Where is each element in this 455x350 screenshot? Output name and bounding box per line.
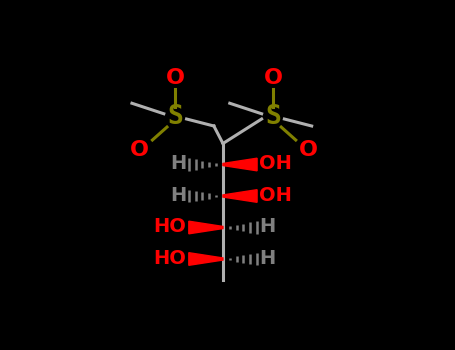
Text: O: O bbox=[130, 140, 149, 161]
Text: S: S bbox=[265, 104, 281, 130]
Text: O: O bbox=[299, 140, 318, 161]
Text: OH: OH bbox=[259, 186, 292, 205]
Text: H: H bbox=[170, 186, 187, 205]
Polygon shape bbox=[189, 253, 223, 265]
Text: S: S bbox=[167, 104, 183, 130]
Polygon shape bbox=[223, 158, 257, 171]
Text: H: H bbox=[259, 249, 276, 268]
Text: HO: HO bbox=[154, 217, 187, 236]
Text: H: H bbox=[259, 217, 276, 236]
Polygon shape bbox=[189, 221, 223, 234]
Text: O: O bbox=[166, 68, 185, 88]
Text: H: H bbox=[170, 154, 187, 173]
Text: OH: OH bbox=[259, 154, 292, 173]
Text: HO: HO bbox=[154, 249, 187, 268]
Polygon shape bbox=[223, 190, 257, 202]
Text: O: O bbox=[263, 68, 283, 88]
